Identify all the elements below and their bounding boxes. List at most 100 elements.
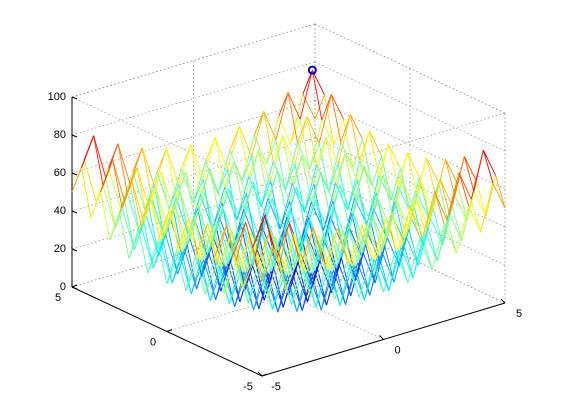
mesh-line [356,130,370,181]
mesh-line [204,261,218,295]
mesh-line [349,114,363,140]
mesh-line [241,269,255,311]
mesh-line [310,260,324,297]
mesh-line [311,70,323,121]
mesh-line [290,210,304,244]
mesh-line [160,171,174,211]
mesh-line [204,192,218,229]
mesh-line [261,230,275,267]
mesh-line [243,209,257,243]
mesh-line [308,273,322,311]
mesh-line [363,166,374,209]
mesh-line [378,175,392,201]
tick-mark [71,134,78,138]
mesh-line [390,168,401,201]
mesh-line [198,208,212,247]
mesh-line [425,157,437,197]
mesh-line [290,210,302,254]
mesh-line [217,221,231,260]
mesh-line [346,261,360,298]
mesh-line [365,244,376,284]
mesh-line [109,212,120,241]
mesh-line [461,199,472,241]
mesh-line [127,193,141,234]
grid-line [314,137,506,228]
mesh-line [263,111,277,141]
mesh-line [427,178,441,227]
mesh-line [325,136,336,184]
mesh-line [320,172,334,202]
z-tick-label: 20 [54,243,66,255]
mesh-line [495,174,506,209]
mesh-line [119,212,130,259]
tick-mark [71,284,78,288]
z-tick-label: 100 [48,91,66,103]
mesh-line [349,224,363,265]
mesh-line [458,172,472,200]
mesh-line [320,270,332,311]
mesh-line [318,143,330,192]
mesh-line [185,258,199,292]
mesh-line [147,241,158,274]
tick-mark [71,210,78,214]
mesh-line [203,259,217,300]
mesh-line [93,135,107,178]
mesh-line [128,228,139,259]
mesh-line [81,135,95,169]
mesh-line [332,270,346,305]
mesh-line [332,153,346,201]
mesh-line [408,228,419,266]
mesh-line [301,273,313,311]
mesh-line [374,245,386,284]
mesh-line [271,198,285,231]
mesh-line [290,94,304,144]
grid-line [314,61,506,152]
mesh-line [480,183,494,233]
mesh-line [170,219,184,259]
mesh-line [289,155,303,202]
z-tick-label: 60 [54,167,66,179]
mesh-line [363,166,377,194]
mesh-line [168,184,180,209]
mesh-line [261,230,272,272]
mesh-line [296,187,307,232]
mesh-line [266,257,278,300]
mesh-line [463,156,477,182]
mesh-line [242,247,253,290]
mesh-line [302,93,316,120]
mesh-line [412,236,424,279]
mesh-line [335,267,346,305]
mesh-line [385,217,397,251]
mesh-line [397,206,411,250]
mesh-line [240,181,254,224]
mesh-line [446,219,457,254]
mesh-line [417,226,429,266]
mesh-line [93,135,104,186]
mesh-line [266,264,280,300]
mesh-line [276,223,290,259]
mesh-line [215,266,226,300]
mesh-line [174,204,188,245]
mesh-line [100,159,114,193]
mesh-line [291,268,305,306]
mesh-line [339,184,350,228]
box-edge [71,96,263,187]
y-tick-label: -5 [243,381,253,393]
mesh-line [278,92,289,117]
mesh-line [331,257,342,293]
mesh-line [446,172,460,221]
mesh-line [236,176,250,220]
mesh-line [401,180,412,219]
mesh-line [322,183,336,231]
tick-mark [500,298,506,304]
mesh-line [391,212,402,248]
x-tick-label: -5 [271,381,281,393]
mesh-line [264,170,278,215]
mesh-line [200,226,214,261]
mesh-line [297,116,308,143]
mesh-line [204,256,215,295]
mesh-line [288,223,299,257]
mesh-line [112,159,126,202]
mesh-line [315,269,329,308]
